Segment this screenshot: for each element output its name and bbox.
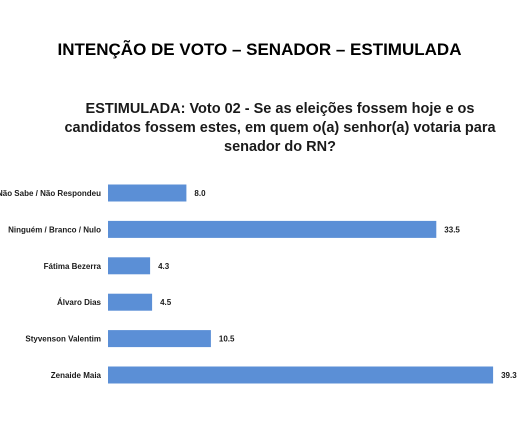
bar-0 [108,184,187,202]
value-label-5: 39.3 [501,371,517,380]
category-label-4: Styvenson Valentim [25,335,101,344]
category-label-3: Álvaro Dias [57,298,102,307]
value-label-0: 8.0 [194,189,206,198]
category-label-5: Zenaide Maia [51,371,102,380]
category-label-2: Fátima Bezerra [44,262,102,271]
bar-1 [108,220,437,238]
value-label-1: 33.5 [444,225,460,234]
category-label-0: Não Sabe / Não Respondeu [0,189,101,198]
bar-2 [108,257,151,275]
bar-5 [108,366,494,384]
chart-title: INTENÇÃO DE VOTO – SENADOR – ESTIMULADA [57,40,462,59]
category-label-1: Ninguém / Branco / Nulo [8,225,101,234]
value-label-2: 4.3 [158,262,170,271]
value-label-3: 4.5 [160,298,172,307]
bar-3 [108,293,153,311]
value-label-4: 10.5 [219,335,235,344]
bar-4 [108,330,211,348]
chart-subtitle: ESTIMULADA: Voto 02 - Se as eleições fos… [64,101,496,155]
